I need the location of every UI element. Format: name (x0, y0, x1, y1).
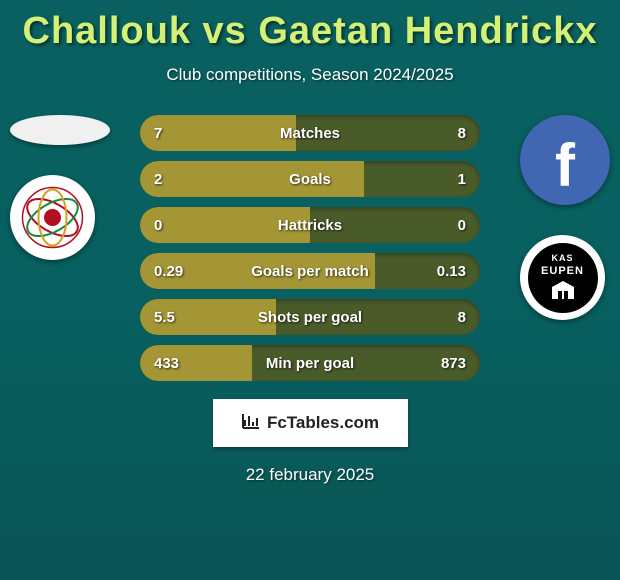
chart-icon (241, 412, 261, 435)
stat-value-right: 0 (458, 217, 466, 234)
fctables-link[interactable]: FcTables.com (213, 399, 408, 447)
stat-fill (140, 115, 296, 151)
comparison-title: Challouk vs Gaetan Hendrickx (0, 0, 620, 53)
stat-label: Goals (289, 171, 331, 188)
stat-value-left: 2 (154, 171, 162, 188)
waregem-icon (20, 185, 85, 250)
club-logo-right: KAS EUPEN (520, 235, 605, 320)
fctables-label: FcTables.com (267, 413, 379, 433)
club-logo-left (10, 175, 95, 260)
facebook-icon: f (555, 131, 575, 200)
stat-value-right: 873 (441, 355, 466, 372)
stats-container: 7 Matches 8 2 Goals 1 0 Hattricks 0 0.29 Goals per… (140, 115, 480, 381)
stat-row: 2 Goals 1 (140, 161, 480, 197)
stat-label: Hattricks (278, 217, 342, 234)
right-player-column: f KAS EUPEN (520, 115, 610, 320)
stat-value-left: 5.5 (154, 309, 175, 326)
player-avatar-left (10, 115, 110, 145)
stat-label: Goals per match (251, 263, 369, 280)
stat-row: 7 Matches 8 (140, 115, 480, 151)
stat-value-right: 8 (458, 309, 466, 326)
stat-value-right: 8 (458, 125, 466, 142)
stat-row: 5.5 Shots per goal 8 (140, 299, 480, 335)
stat-value-left: 0 (154, 217, 162, 234)
eupen-icon: KAS EUPEN (528, 243, 598, 313)
stat-value-left: 433 (154, 355, 179, 372)
facebook-share-button[interactable]: f (520, 115, 610, 205)
stat-label: Min per goal (266, 355, 354, 372)
stat-row: 0 Hattricks 0 (140, 207, 480, 243)
stat-value-right: 0.13 (437, 263, 466, 280)
stat-value-right: 1 (458, 171, 466, 188)
stat-row: 0.29 Goals per match 0.13 (140, 253, 480, 289)
stat-value-left: 0.29 (154, 263, 183, 280)
comparison-date: 22 february 2025 (10, 465, 610, 485)
stat-value-left: 7 (154, 125, 162, 142)
left-player-column (10, 115, 110, 260)
content-area: f KAS EUPEN 7Matches82Goals10Hattricks00… (0, 115, 620, 485)
stat-row: 433 Min per goal 873 (140, 345, 480, 381)
season-subtitle: Club competitions, Season 2024/2025 (0, 65, 620, 85)
stat-label: Shots per goal (258, 309, 362, 326)
stat-label: Matches (280, 125, 340, 142)
